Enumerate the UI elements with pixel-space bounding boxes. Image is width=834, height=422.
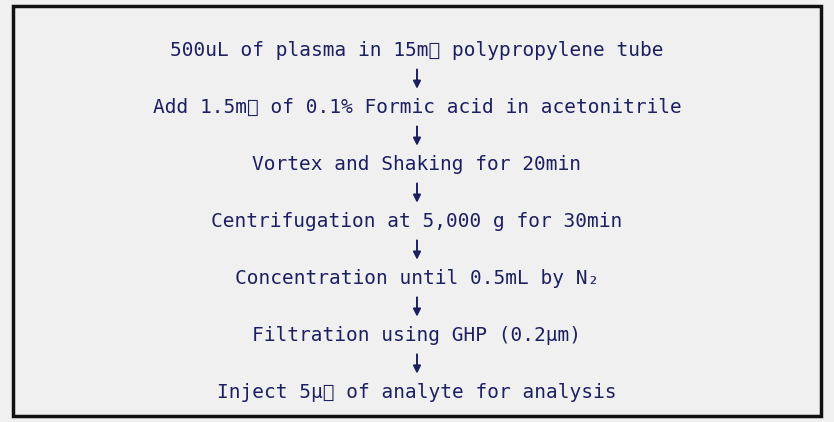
Text: Inject 5μℓ of analyte for analysis: Inject 5μℓ of analyte for analysis bbox=[217, 383, 617, 402]
FancyBboxPatch shape bbox=[13, 6, 821, 416]
Text: 500uL of plasma in 15mℓ polypropylene tube: 500uL of plasma in 15mℓ polypropylene tu… bbox=[170, 41, 664, 60]
Text: Filtration using GHP (0.2μm): Filtration using GHP (0.2μm) bbox=[253, 326, 581, 345]
Text: Concentration until 0.5mL by N₂: Concentration until 0.5mL by N₂ bbox=[235, 269, 599, 288]
Text: Add 1.5mℓ of 0.1% Formic acid in acetonitrile: Add 1.5mℓ of 0.1% Formic acid in acetoni… bbox=[153, 98, 681, 117]
Text: Centrifugation at 5,000 g for 30min: Centrifugation at 5,000 g for 30min bbox=[211, 212, 623, 231]
Text: Vortex and Shaking for 20min: Vortex and Shaking for 20min bbox=[253, 155, 581, 174]
